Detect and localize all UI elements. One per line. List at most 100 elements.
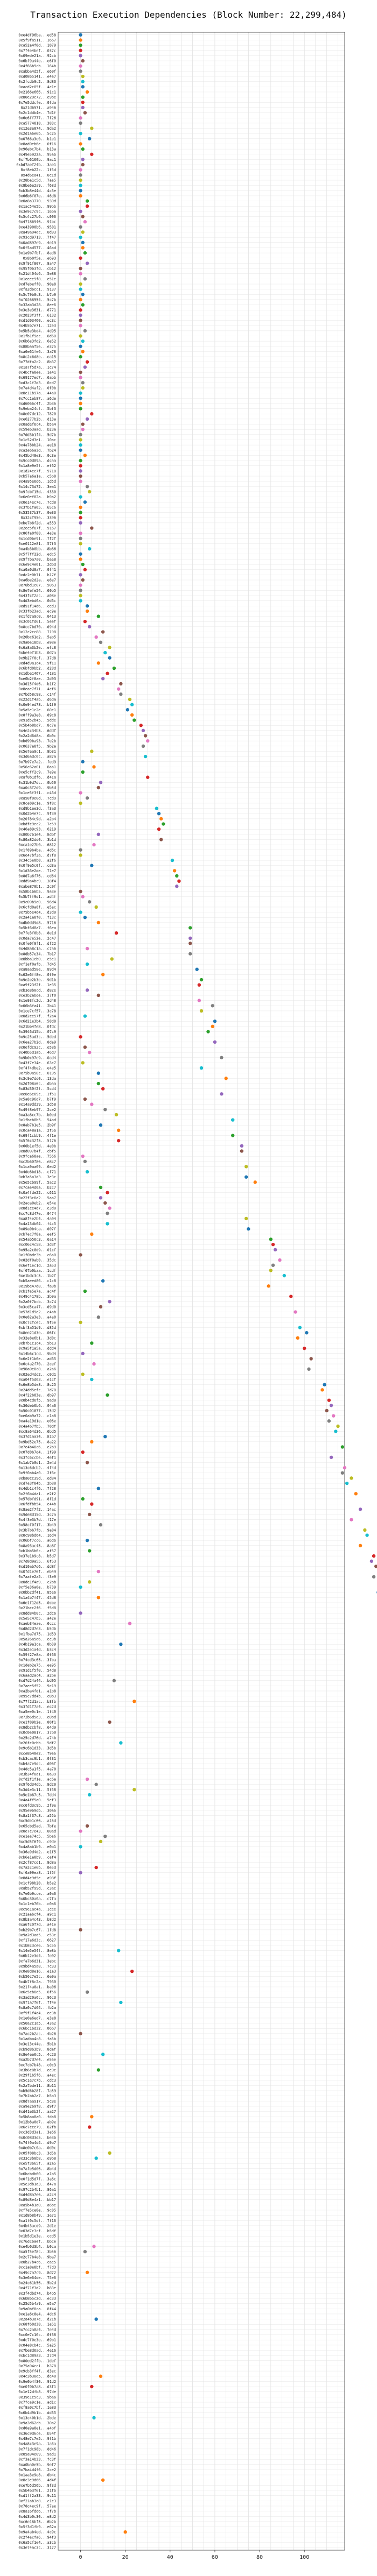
- y-tick-label: 0xf5e36a0e...b739: [18, 1586, 56, 1590]
- data-point: [81, 240, 85, 245]
- data-point: [81, 562, 85, 567]
- data-point: [85, 946, 89, 951]
- y-tick-label: 0xacd2c05f...4c1e: [18, 85, 56, 89]
- y-tick-label: 0xa2e66a3d...7b24: [18, 448, 56, 452]
- data-point: [231, 1134, 235, 1137]
- data-point: [81, 760, 85, 763]
- y-tick-label: 0xa4a19d1e...e06e: [18, 1419, 56, 1424]
- y-tick-label: 0x33fb23ad...ec9e: [18, 609, 56, 613]
- y-tick-label: 0x5a8c96d7...b7f9: [18, 1097, 56, 1101]
- data-point: [96, 1569, 101, 1574]
- y-tick-label: 0x2c1ddb4e...7d1f: [18, 111, 56, 115]
- data-point: [267, 1284, 270, 1288]
- data-point: [83, 220, 87, 224]
- y-tick-label: 0x04e8cb4c...5a25: [18, 2343, 56, 2347]
- data-point: [83, 1045, 87, 1049]
- y-tick-label: 0xd7ebeff0...90a8: [18, 282, 56, 287]
- y-tick-label: 0x80ed2ffb...1def: [18, 2359, 56, 2363]
- data-point: [340, 1471, 345, 1475]
- data-point: [83, 454, 87, 457]
- y-tick-label: 0x2f4ecfa6...94f3: [18, 2535, 56, 2539]
- y-tick-label: 0xabba4d5f...e60f: [18, 69, 56, 74]
- y-tick-label: 0x2166e666...91c1: [18, 90, 56, 94]
- y-tick-label: 0xa49a94ec...0d93: [18, 230, 56, 235]
- y-tick-label: 0xc5de1c66...a16d: [18, 1819, 56, 1823]
- y-tick-label: 0xb4a7e9dc...d06f: [18, 1762, 56, 1766]
- y-tick-label: 0x80b7b1e4...8dbf: [18, 832, 56, 837]
- y-tick-label: 0x47186946...91bc: [18, 220, 56, 224]
- data-point: [81, 246, 85, 250]
- y-tick-label: 0xe0112e81...57f3: [18, 542, 56, 546]
- y-tick-label: 0x29f1b5f6...a4ec: [18, 2073, 56, 2078]
- y-tick-label: 0x8d7aa917...5c8e: [18, 2099, 56, 2104]
- y-tick-label: 0xbd7aef24b...3ae1: [16, 163, 56, 167]
- y-tick-label: 0x4f66b9cb...164b: [18, 64, 56, 68]
- data-point: [79, 287, 82, 291]
- y-tick-label: 0x66b6f07e...46d8: [18, 194, 56, 198]
- data-point: [278, 1258, 282, 1262]
- data-point: [85, 1461, 89, 1464]
- data-point: [79, 334, 82, 338]
- y-tick-label: 0x05a94e09...9ad1: [18, 2452, 56, 2457]
- y-tick-label: 0xf8a0c7bf...1e83: [18, 2405, 56, 2410]
- y-tick-label: 0x3d6adc0c...a87a: [18, 755, 56, 759]
- y-tick-label: 0x97c2b4b1...86a1: [18, 2188, 56, 2192]
- y-tick-label: 0x98a0e8c8...a2a6: [18, 1367, 56, 1371]
- data-point: [79, 43, 82, 47]
- y-tick-label: 0xd41e3b2f...aa27: [18, 2110, 56, 2114]
- data-point: [108, 656, 111, 660]
- y-tick-label: 0xa9e2b9f8...d9f7: [18, 2104, 56, 2108]
- y-tick-label: 0x1ab7b0d1...2e4d: [18, 1461, 56, 1465]
- y-tick-label: 0x75b9a58c...0195: [18, 1071, 56, 1075]
- y-tick-label: 0x3c01fd61...5eef: [18, 620, 56, 624]
- y-tick-label: 0x5c79b8c3...b7b9: [18, 293, 56, 297]
- data-point: [92, 2416, 96, 2420]
- y-tick-label: 0x1d8b8b49...3e71: [18, 2213, 56, 2218]
- data-point: [247, 1227, 250, 1231]
- y-tick-label: 0x25d5b4a9...e5a7: [18, 2302, 56, 2306]
- data-point: [92, 765, 96, 769]
- data-point: [211, 1004, 214, 1008]
- y-tick-label: 0x26fc0cbb...5df7: [18, 1741, 56, 1745]
- y-tick-label: 0x14a9dd29...3d58: [18, 1102, 56, 1107]
- y-tick-label: 0xd1ff2a33...9c11: [18, 2494, 56, 2498]
- y-tick-label: 0x6d21e3b4...58d8: [18, 1020, 56, 1024]
- data-point: [220, 1056, 224, 1059]
- y-tick-label: 0x9a0bf8ca...8f44: [18, 2307, 56, 2311]
- data-point: [90, 1341, 94, 1345]
- y-tick-label: 0x6e1f12d5...0cbe: [18, 1601, 56, 1605]
- data-point: [99, 1196, 103, 1200]
- data-point: [119, 682, 123, 686]
- data-point: [79, 589, 82, 592]
- data-point: [87, 1580, 92, 1584]
- y-tick-label: 0x0da7e52e...2c47: [18, 936, 56, 940]
- data-point: [240, 1149, 244, 1153]
- data-points: [79, 33, 377, 2534]
- data-point: [106, 1393, 109, 1397]
- data-point: [79, 542, 82, 546]
- y-tick-label: 0x7f1dc98b...dd46: [18, 2447, 56, 2451]
- data-point: [253, 1180, 257, 1184]
- data-point: [94, 2317, 98, 2321]
- y-tick-label: 0x9fca68ae...7566: [18, 1155, 56, 1159]
- y-tick-label: 0x6e2f1b6e...ad65: [18, 1357, 56, 1361]
- data-point: [85, 962, 89, 966]
- y-tick-label: 0x8d4c9d5e...a98f: [18, 1876, 56, 1880]
- y-tick-label: 0x5e5c47b5...a42e: [18, 1616, 56, 1620]
- data-point: [85, 1777, 89, 1781]
- y-tick-label: 0x12e3e074...9da2: [18, 126, 56, 131]
- data-point: [99, 1123, 103, 1127]
- data-point: [79, 573, 82, 577]
- data-point: [90, 749, 94, 753]
- y-tick-label: 0xf6a99ea8...1f5f: [18, 1871, 56, 1875]
- y-tick-label: 0x4dc5a1f5...4a70: [18, 1767, 56, 1771]
- y-tick-label: 0xa0a0d8a7...0f41: [18, 568, 56, 572]
- data-point: [81, 770, 85, 774]
- y-tick-label: 0xc3d3d3a1...3e66: [18, 2131, 56, 2135]
- y-tick-label: 0xdc7f0e3e...69b1: [18, 2338, 56, 2343]
- y-tick-label: 0x0ad897e9...4e19: [18, 240, 56, 245]
- y-tick-label: 0xe4df96ba...ed58: [18, 33, 56, 37]
- y-tick-label: 0x6a5cf1e4...a3cb: [18, 2540, 56, 2545]
- data-point: [90, 1440, 94, 1444]
